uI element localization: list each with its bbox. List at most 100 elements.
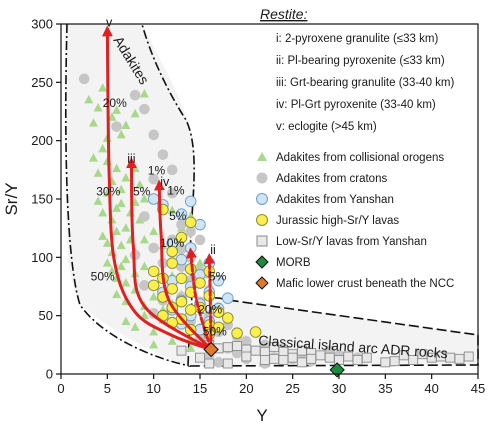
adakites-from-collisional-orogens-point (167, 336, 177, 345)
adakites-from-collisional-orogens-point (186, 343, 196, 352)
path-label-iii: iii (127, 152, 135, 166)
y-tick-label: 250 (31, 75, 53, 90)
x-tick-label: 5 (104, 381, 111, 396)
adakites-from-collisional-orogens-point (112, 203, 122, 212)
legend-mafic-marker (255, 276, 269, 290)
low-sr-y-lavas-from-yanshan-point (324, 352, 335, 363)
adakites-from-yanshan-point (175, 208, 188, 220)
adakites-from-collisional-orogens-point (112, 163, 122, 173)
adakites-from-collisional-orogens-point (102, 258, 112, 267)
x-tick-label: 10 (146, 381, 160, 396)
adakites-from-collisional-orogens-point (139, 310, 149, 320)
x-tick-label: 45 (471, 381, 485, 396)
axis-titles: Y Sr/Y (2, 182, 268, 425)
adakites-from-collisional-orogens-point (112, 105, 122, 114)
x-tick-label: 20 (239, 381, 253, 396)
adakites-from-collisional-orogens-point (98, 83, 108, 92)
low-sr-y-lavas-from-yanshan-point (241, 351, 252, 362)
jurassic-high-sr-y-lavas-point (175, 295, 188, 308)
percent-label: 30% (96, 185, 120, 199)
jurassic-high-sr-y-lavas-point (184, 216, 197, 229)
low-sr-y-lavas-from-yanshan-point (408, 355, 419, 365)
low-sr-y-lavas-from-yanshan-point (259, 355, 270, 365)
y-tick-label: 50 (39, 308, 53, 323)
legend-yanshan-marker (256, 193, 268, 205)
jurassic-high-sr-y-lavas-point (212, 321, 225, 334)
legend-morb-marker (255, 255, 269, 269)
legend-label-cratons: Adakites from cratons (276, 173, 387, 185)
jurassic-high-sr-y-lavas-point (231, 327, 243, 339)
adakites-from-cratons-point (148, 242, 159, 254)
jurassic-high-sr-y-lavas-point (249, 326, 262, 338)
adakites-from-cratons-point (213, 357, 224, 368)
jurassic-high-sr-y-lavas-point (147, 265, 160, 278)
adakites-from-yanshan-point (222, 292, 234, 304)
restite-item-ii: ii: Pl-bearing pyroxenite (≤33 km) (276, 55, 445, 67)
jurassic-high-sr-y-lavas-point (166, 257, 178, 269)
restite-item-iii: iii: Grt-bearing granulite (33-40 km) (276, 77, 454, 89)
adakites-from-collisional-orogens-point (116, 198, 126, 208)
jurassic-high-sr-y-lavas-point (147, 279, 160, 292)
legend-triangle-marker (257, 152, 267, 161)
adakites-from-collisional-orogens-point (121, 223, 131, 232)
adakites-from-collisional-orogens-point (139, 89, 149, 98)
curve-v (102, 25, 213, 351)
jurassic-high-sr-y-lavas-point (222, 312, 234, 324)
adakites-from-collisional-orogens-point (107, 266, 117, 275)
adakites-from-collisional-orogens-point (88, 153, 98, 162)
legend: Adakites from collisional orogens Adakit… (255, 152, 454, 290)
adakites-from-collisional-orogens-point (130, 322, 140, 331)
percent-label: 1% (148, 164, 166, 178)
y-tick-label: 200 (31, 133, 53, 148)
path-label-v: v (106, 15, 113, 29)
jurassic-high-sr-y-lavas-point (175, 231, 188, 244)
adakites-from-collisional-orogens-point (93, 168, 103, 177)
mafic-lower-crust-beneath-the-ncc-point (203, 341, 219, 358)
adakites-from-collisional-orogens-point (149, 292, 159, 301)
low-sr-y-lavas-from-yanshan-point (269, 353, 280, 364)
x-tick-label: 35 (378, 381, 392, 396)
adakites-from-collisional-orogens-point (130, 108, 140, 118)
x-tick-label: 25 (285, 381, 299, 396)
adakites-from-collisional-orogens-point (121, 173, 131, 182)
adakites-from-collisional-orogens-point (195, 258, 205, 267)
adakites-from-collisional-orogens-point (116, 240, 126, 250)
jurassic-high-sr-y-lavas-point (194, 277, 206, 289)
adakites-from-collisional-orogens-point (121, 278, 131, 287)
low-sr-y-lavas-from-yanshan-point (296, 357, 307, 368)
adakites-from-collisional-orogens-point (112, 289, 122, 299)
adakites-from-collisional-orogens-point (112, 226, 122, 236)
y-axis-title: Sr/Y (2, 182, 21, 215)
legend-label-jurassic: Jurassic high-Sr/Y lavas (276, 215, 399, 227)
adakites-from-collisional-orogens-point (139, 261, 149, 271)
adakites-from-cratons-point (139, 103, 150, 115)
percent-label: 5% (133, 185, 151, 199)
adakites-from-collisional-orogens-point (121, 254, 131, 264)
curve-i (204, 253, 215, 351)
adakites-from-collisional-orogens-point (149, 339, 159, 349)
percent-label: 50% (91, 270, 115, 284)
adakites-from-collisional-orogens-point (88, 118, 98, 127)
axis-ticks: 0 5 10 15 20 25 30 35 40 45 0 50 100 150 200 250 300 (31, 17, 485, 397)
adakites-from-collisional-orogens-point (102, 238, 112, 247)
legend-label-low-sry: Low-Sr/Y lavas from Yanshan (276, 236, 427, 248)
adakites-from-collisional-orogens-point (135, 180, 145, 189)
curve-labels: v iii iv ii 20% 30% 50% 5% 1%1% 5% 10% 5% 20% 50% (91, 15, 227, 338)
low-sr-y-lavas-from-yanshan-point (306, 353, 317, 364)
legend-label-orogens: Adakites from collisional orogens (276, 152, 444, 164)
jurassic-high-sr-y-lavas-point (184, 304, 197, 316)
percent-label: 5% (169, 209, 187, 223)
legend-craton-marker (256, 172, 268, 184)
adakites-from-collisional-orogens-point (139, 194, 149, 203)
adakites-from-collisional-orogens-point (98, 231, 108, 240)
low-sr-y-lavas-from-yanshan-point (352, 355, 363, 365)
x-tick-label: 30 (332, 381, 346, 396)
adakites-from-collisional-orogens-point (121, 120, 131, 129)
restite-item-i: i: 2-pyroxene granulite (≤33 km) (276, 33, 438, 45)
restite-item-v: v: eclogite (>45 km) (276, 121, 377, 133)
low-sr-y-lavas-from-yanshan-point (389, 356, 400, 367)
restite-key: Restite: i: 2-pyroxene granulite (≤33 km… (260, 6, 454, 133)
adakites-from-cratons-point (129, 89, 141, 101)
percent-label: 20% (198, 302, 222, 316)
